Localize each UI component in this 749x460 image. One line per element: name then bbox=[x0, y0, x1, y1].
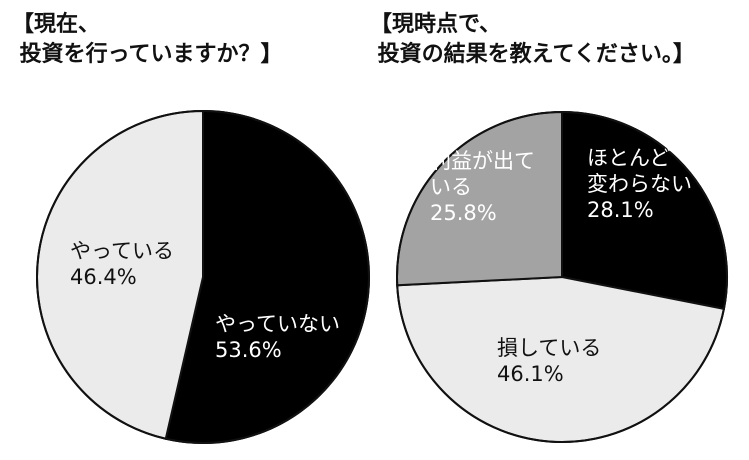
chart-2-category-3: いる bbox=[430, 175, 472, 199]
chart-1-value-1: 53.6% bbox=[215, 338, 282, 362]
chart-2-label-3: 利益が出ている 25.8% bbox=[430, 149, 535, 225]
chart-2-label-1: ほとんど変わらない 28.1% bbox=[587, 146, 692, 222]
chart-2-category-1: ほとんど bbox=[587, 146, 670, 170]
chart-2-category-3: 利益が出て bbox=[430, 149, 535, 173]
chart-1-label-2: やっている 46.4% bbox=[70, 239, 174, 289]
chart-2-value-3: 25.8% bbox=[430, 201, 497, 225]
chart-1-value-2: 46.4% bbox=[70, 265, 137, 289]
chart-2-value-1: 28.1% bbox=[587, 198, 654, 222]
chart-1-category-2: やっている bbox=[70, 239, 174, 263]
chart-2-title: 【現時点で、 投資の結果を教えてください。】 bbox=[370, 12, 695, 67]
chart-1-category-1: やっていない bbox=[215, 312, 340, 336]
chart-2-category-2: 損している bbox=[497, 336, 601, 360]
chart-2-outline bbox=[396, 111, 728, 443]
chart-2-label-2: 損している 46.1% bbox=[497, 336, 601, 386]
chart-2-value-2: 46.1% bbox=[497, 362, 564, 386]
chart-2-slice-3 bbox=[396, 110, 563, 287]
chart-1-title: 【現在、 投資を行っていますか？】 bbox=[12, 12, 283, 67]
chart-1-label-1: やっていない 53.6% bbox=[215, 312, 340, 362]
chart-1-outline bbox=[36, 110, 370, 444]
chart-2-category-1: 変わらない bbox=[587, 172, 692, 196]
